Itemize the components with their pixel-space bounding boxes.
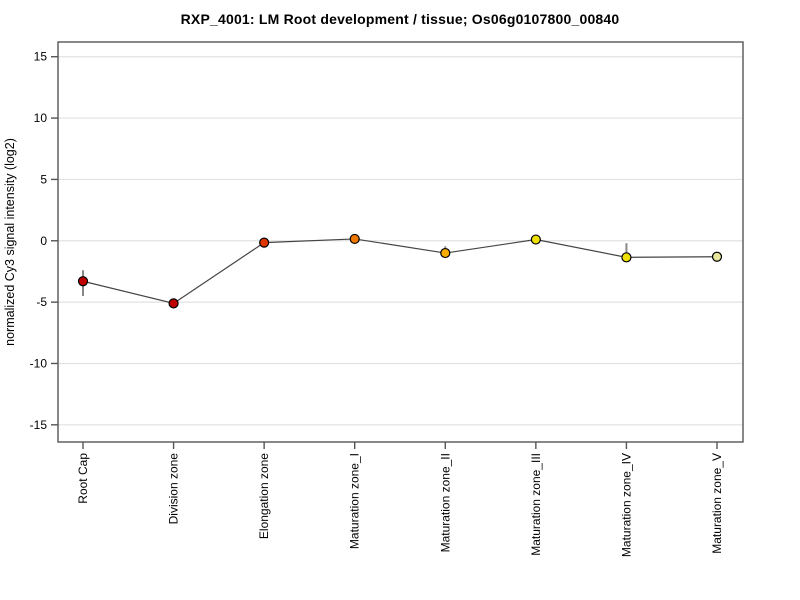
- chart-title: RXP_4001: LM Root development / tissue; …: [180, 11, 620, 27]
- data-line: [82, 238, 717, 304]
- data-point: [168, 298, 179, 309]
- data-point: [530, 234, 541, 245]
- data-point: [259, 237, 270, 248]
- x-tick-label: Maturation zone_IV: [619, 453, 633, 557]
- y-tick-label: 0: [40, 234, 47, 248]
- plot-frame: [57, 41, 744, 443]
- y-tick-label: -10: [30, 356, 48, 370]
- x-tick-label: Maturation zone_V: [710, 453, 724, 554]
- data-point: [711, 251, 723, 262]
- y-tick-label: -5: [36, 295, 47, 309]
- x-tick-label: Elongation zone: [257, 453, 271, 539]
- x-tick-label: Root Cap: [76, 453, 90, 504]
- y-tick-label: 5: [40, 172, 47, 186]
- y-tick-label: -15: [30, 418, 48, 432]
- x-tick-label: Maturation zone_I: [348, 453, 362, 549]
- y-tick-label: 10: [34, 111, 48, 125]
- y-tick-label: 15: [34, 50, 48, 64]
- data-point: [440, 247, 451, 259]
- x-tick-label: Maturation zone_III: [529, 453, 543, 556]
- data-point: [349, 233, 360, 245]
- data-point: [621, 252, 632, 263]
- x-tick-label: Division zone: [167, 453, 181, 525]
- data-point: [77, 276, 89, 287]
- y-axis-label: normalized Cy3 signal intensity (log2): [3, 138, 17, 346]
- x-tick-label: Maturation zone_II: [438, 453, 452, 552]
